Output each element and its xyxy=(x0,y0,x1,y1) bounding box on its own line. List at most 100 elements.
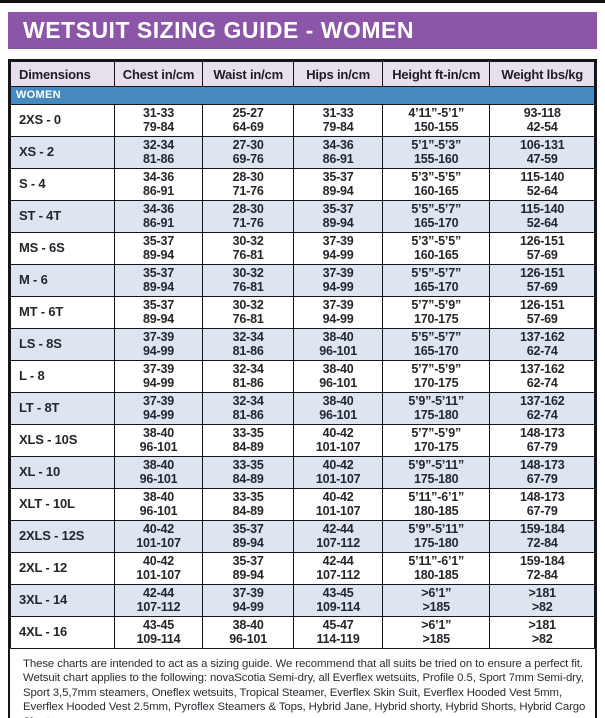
hips-cell: 38-40 96-101 xyxy=(293,327,383,361)
footnotes: These charts are intended to act as a si… xyxy=(10,649,595,718)
chest-cell: 34-36 86-91 xyxy=(113,167,204,201)
chest-cell: 35-37 89-94 xyxy=(113,263,204,297)
sizing-table: Dimensions Chest in/cm Waist in/cm Hips … xyxy=(10,61,595,649)
chest-cell: 35-37 89-94 xyxy=(113,231,204,265)
weight-cell: 126-151 57-69 xyxy=(489,231,595,265)
waist-cell: 33-35 84-89 xyxy=(202,423,295,457)
height-cell: 5’7”-5’9” 170-175 xyxy=(381,423,491,457)
hips-cell: 34-36 86-91 xyxy=(293,135,383,169)
size-label: 4XL - 16 xyxy=(10,615,115,649)
table-row: M - 6 35-37 89-94 30-32 76-81 37-39 94-99 5’5”-… xyxy=(10,263,595,297)
height-cell: 5’3”-5’5” 160-165 xyxy=(381,167,491,201)
height-cell: >6’1” >185 xyxy=(381,583,491,617)
weight-cell: 148-173 67-79 xyxy=(489,487,595,521)
height-cell: 5’11”-6’1” 180-185 xyxy=(381,487,491,521)
size-label: ST - 4T xyxy=(10,199,115,233)
top-divider xyxy=(0,0,605,3)
waist-cell: 30-32 76-81 xyxy=(202,263,295,297)
size-label: M - 6 xyxy=(10,263,115,297)
waist-cell: 32-34 81-86 xyxy=(202,391,295,425)
waist-cell: 30-32 76-81 xyxy=(202,295,295,329)
height-cell: 5’1”-5’3” 155-160 xyxy=(381,135,491,169)
column-header-hips: Hips in/cm xyxy=(293,61,383,87)
waist-cell: 32-34 81-86 xyxy=(202,359,295,393)
weight-cell: 137-162 62-74 xyxy=(489,391,595,425)
chest-cell: 32-34 81-86 xyxy=(113,135,204,169)
chest-cell: 38-40 96-101 xyxy=(113,487,204,521)
chest-cell: 40-42 101-107 xyxy=(113,519,204,553)
size-label: LT - 8T xyxy=(10,391,115,425)
column-header-waist: Waist in/cm xyxy=(202,61,295,87)
sizing-chart-container: Dimensions Chest in/cm Waist in/cm Hips … xyxy=(8,59,597,718)
height-cell: 5’9”-5’11” 175-180 xyxy=(381,519,491,553)
column-header-height: Height ft-in/cm xyxy=(381,61,491,87)
size-table-body: 2XS - 0 31-33 79-84 25-27 64-69 31-33 79-84 4’1… xyxy=(10,103,595,649)
weight-cell: 115-140 52-64 xyxy=(489,199,595,233)
chest-cell: 40-42 101-107 xyxy=(113,551,204,585)
waist-cell: 25-27 64-69 xyxy=(202,103,295,137)
waist-cell: 27-30 69-76 xyxy=(202,135,295,169)
weight-cell: 148-173 67-79 xyxy=(489,455,595,489)
hips-cell: 35-37 89-94 xyxy=(293,199,383,233)
table-row: S - 4 34-36 86-91 28-30 71-76 35-37 89-94 5’3”-… xyxy=(10,167,595,201)
hips-cell: 38-40 96-101 xyxy=(293,359,383,393)
size-label: XL - 10 xyxy=(10,455,115,489)
table-row: XS - 2 32-34 81-86 27-30 69-76 34-36 86-91 5’1”… xyxy=(10,135,595,169)
footnote-line: Sport 3,5,7mm steamers, Oneflex wetsuits… xyxy=(23,686,563,699)
waist-cell: 38-40 96-101 xyxy=(202,615,295,649)
table-row: 4XL - 16 43-45 109-114 38-40 96-101 45-47 114-… xyxy=(10,615,595,649)
size-label: XLS - 10S xyxy=(10,423,115,457)
footnote-line: Everflex Hooded Vest 2.5mm, Pyroflex Ste… xyxy=(23,701,586,718)
chest-cell: 37-39 94-99 xyxy=(113,327,204,361)
hips-cell: 43-45 109-114 xyxy=(293,583,383,617)
waist-cell: 33-35 84-89 xyxy=(202,455,295,489)
weight-cell: 148-173 67-79 xyxy=(489,423,595,457)
footnote-line: These charts are intended to act as a si… xyxy=(23,657,583,670)
size-label: 2XL - 12 xyxy=(10,551,115,585)
weight-cell: >181 >82 xyxy=(489,583,595,617)
hips-cell: 40-42 101-107 xyxy=(293,487,383,521)
chest-cell: 35-37 89-94 xyxy=(113,295,204,329)
waist-cell: 33-35 84-89 xyxy=(202,487,295,521)
table-row: 2XLS - 12S 40-42 101-107 35-37 89-94 42-44 107… xyxy=(10,519,595,553)
chest-cell: 31-33 79-84 xyxy=(113,103,204,137)
weight-cell: 159-184 72-84 xyxy=(489,551,595,585)
table-row: MS - 6S 35-37 89-94 30-32 76-81 37-39 94-99 5’3… xyxy=(10,231,595,265)
weight-cell: 115-140 52-64 xyxy=(489,167,595,201)
chest-cell: 34-36 86-91 xyxy=(113,199,204,233)
size-label: XS - 2 xyxy=(10,135,115,169)
section-label: WOMEN xyxy=(10,86,595,105)
table-row: LT - 8T 37-39 94-99 32-34 81-86 38-40 96-101 5’… xyxy=(10,391,595,425)
table-row: XLT - 10L 38-40 96-101 33-35 84-89 40-42 101-1… xyxy=(10,487,595,521)
hips-cell: 37-39 94-99 xyxy=(293,263,383,297)
weight-cell: 159-184 72-84 xyxy=(489,519,595,553)
table-row: 2XS - 0 31-33 79-84 25-27 64-69 31-33 79-84 4’1… xyxy=(10,103,595,137)
size-label: S - 4 xyxy=(10,167,115,201)
height-cell: 5’3”-5’5” 160-165 xyxy=(381,231,491,265)
height-cell: 4’11”-5’1” 150-155 xyxy=(381,103,491,137)
weight-cell: 126-151 57-69 xyxy=(489,295,595,329)
weight-cell: 126-151 57-69 xyxy=(489,263,595,297)
hips-cell: 38-40 96-101 xyxy=(293,391,383,425)
chest-cell: 37-39 94-99 xyxy=(113,359,204,393)
section-row-women: WOMEN xyxy=(10,86,595,105)
size-label: LS - 8S xyxy=(10,327,115,361)
chest-cell: 42-44 107-112 xyxy=(113,583,204,617)
hips-cell: 45-47 114-119 xyxy=(293,615,383,649)
height-cell: 5’9”-5’11” 175-180 xyxy=(381,455,491,489)
size-label: 2XLS - 12S xyxy=(10,519,115,553)
hips-cell: 37-39 94-99 xyxy=(293,295,383,329)
waist-cell: 35-37 89-94 xyxy=(202,551,295,585)
column-header-chest: Chest in/cm xyxy=(113,61,204,87)
height-cell: >6’1” >185 xyxy=(381,615,491,649)
waist-cell: 30-32 76-81 xyxy=(202,231,295,265)
height-cell: 5’7”-5’9” 170-175 xyxy=(381,359,491,393)
page-title: WETSUIT SIZING GUIDE - WOMEN xyxy=(23,17,414,43)
weight-cell: 137-162 62-74 xyxy=(489,359,595,393)
table-row: XL - 10 38-40 96-101 33-35 84-89 40-42 101-107… xyxy=(10,455,595,489)
hips-cell: 37-39 94-99 xyxy=(293,231,383,265)
size-label: 2XS - 0 xyxy=(10,103,115,137)
hips-cell: 31-33 79-84 xyxy=(293,103,383,137)
waist-cell: 28-30 71-76 xyxy=(202,167,295,201)
table-row: LS - 8S 37-39 94-99 32-34 81-86 38-40 96-101 5’… xyxy=(10,327,595,361)
